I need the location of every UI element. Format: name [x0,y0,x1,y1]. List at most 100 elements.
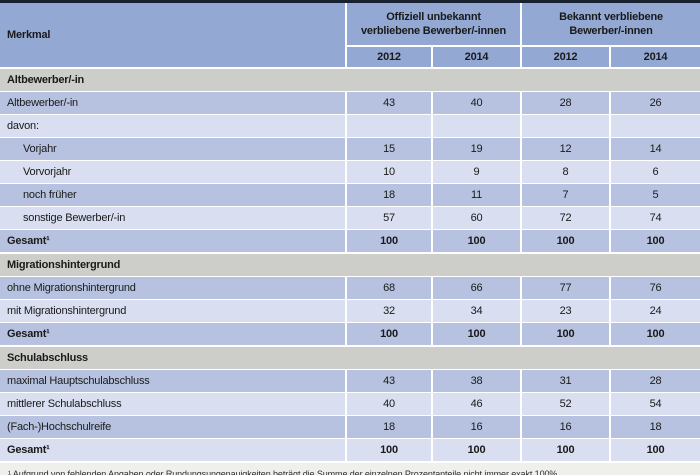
value-cell [431,114,520,137]
value-cell: 11 [431,183,520,206]
row-label: noch früher [0,183,345,206]
value-cell: 8 [520,160,609,183]
value-cell: 12 [520,137,609,160]
table-row: mit Migrationshintergrund 32 34 23 24 [0,299,700,322]
value-cell: 60 [431,206,520,229]
table-row: maximal Hauptschulabschluss 43 38 31 28 [0,369,700,392]
value-cell: 26 [609,91,700,114]
value-cell: 10 [345,160,431,183]
table-row: Vorvorjahr 10 9 8 6 [0,160,700,183]
column-group-bekannt: Bekannt verbliebene Bewerber/-innen [520,3,700,45]
section-row: Schulabschluss [0,345,700,369]
value-cell: 18 [345,183,431,206]
value-cell: 100 [609,438,700,461]
value-cell: 19 [431,137,520,160]
table-row: sonstige Bewerber/-in 57 60 72 74 [0,206,700,229]
year-header: 2014 [609,45,700,67]
value-cell: 14 [609,137,700,160]
value-cell: 100 [345,322,431,345]
table-row: davon: [0,114,700,137]
value-cell: 28 [520,91,609,114]
value-cell [520,114,609,137]
value-cell: 100 [609,229,700,252]
value-cell [345,114,431,137]
row-label: davon: [0,114,345,137]
value-cell: 9 [431,160,520,183]
row-label: mittlerer Schulabschluss [0,392,345,415]
row-label: (Fach-)Hochschulreife [0,415,345,438]
value-cell: 100 [345,229,431,252]
value-cell: 24 [609,299,700,322]
footnote-text: ¹ Aufgrund von fehlenden Angaben oder Ru… [8,469,560,475]
value-cell: 100 [431,229,520,252]
column-group-unbekannt: Offiziell unbekannt verbliebene Bewerber… [345,3,520,45]
year-header: 2012 [345,45,431,67]
value-cell: 40 [345,392,431,415]
section-row: Migrationshintergrund [0,252,700,276]
value-cell: 100 [609,322,700,345]
value-cell: 100 [345,438,431,461]
value-cell: 57 [345,206,431,229]
table-row: mittlerer Schulabschluss 40 46 52 54 [0,392,700,415]
value-cell: 54 [609,392,700,415]
total-row: Gesamt¹ 100 100 100 100 [0,322,700,345]
row-label: maximal Hauptschulabschluss [0,369,345,392]
table-row: Vorjahr 15 19 12 14 [0,137,700,160]
value-cell: 72 [520,206,609,229]
value-cell: 76 [609,276,700,299]
value-cell: 34 [431,299,520,322]
value-cell: 43 [345,369,431,392]
row-label: Gesamt¹ [0,322,345,345]
value-cell: 46 [431,392,520,415]
row-label: Gesamt¹ [0,438,345,461]
value-cell: 23 [520,299,609,322]
table-row: Altbewerber/-in 43 40 28 26 [0,91,700,114]
value-cell: 100 [431,322,520,345]
value-cell: 68 [345,276,431,299]
total-row: Gesamt¹ 100 100 100 100 [0,438,700,461]
value-cell: 6 [609,160,700,183]
value-cell: 7 [520,183,609,206]
section-label: Altbewerber/-in [0,67,700,91]
value-cell: 100 [431,438,520,461]
row-label: Vorvorjahr [0,160,345,183]
section-label: Migrationshintergrund [0,252,700,276]
value-cell: 5 [609,183,700,206]
table-row: ohne Migrationshintergrund 68 66 77 76 [0,276,700,299]
total-row: Gesamt¹ 100 100 100 100 [0,229,700,252]
merkmal-column-header: Merkmal [0,3,345,67]
value-cell: 66 [431,276,520,299]
value-cell: 16 [520,415,609,438]
row-label: ohne Migrationshintergrund [0,276,345,299]
value-cell: 16 [431,415,520,438]
value-cell: 40 [431,91,520,114]
year-header-row: 2012 2014 2012 2014 [0,45,700,67]
value-cell: 28 [609,369,700,392]
row-label: sonstige Bewerber/-in [0,206,345,229]
value-cell: 100 [520,229,609,252]
table-body: Altbewerber/-in Altbewerber/-in 43 40 28… [0,67,700,461]
row-label: mit Migrationshintergrund [0,299,345,322]
value-cell [609,114,700,137]
value-cell: 100 [520,322,609,345]
value-cell: 15 [345,137,431,160]
group-header-row: Merkmal Offiziell unbekannt verbliebene … [0,3,700,67]
row-label: Altbewerber/-in [0,91,345,114]
value-cell: 52 [520,392,609,415]
section-row: Altbewerber/-in [0,67,700,91]
table-footer: ¹ Aufgrund von fehlenden Angaben oder Ru… [0,463,700,475]
row-label: Gesamt¹ [0,229,345,252]
section-label: Schulabschluss [0,345,700,369]
value-cell: 31 [520,369,609,392]
row-label: Vorjahr [0,137,345,160]
year-header: 2012 [520,45,609,67]
value-cell: 18 [345,415,431,438]
value-cell: 38 [431,369,520,392]
table-row: (Fach-)Hochschulreife 18 16 16 18 [0,415,700,438]
value-cell: 32 [345,299,431,322]
value-cell: 77 [520,276,609,299]
value-cell: 100 [520,438,609,461]
year-header: 2014 [431,45,520,67]
value-cell: 18 [609,415,700,438]
